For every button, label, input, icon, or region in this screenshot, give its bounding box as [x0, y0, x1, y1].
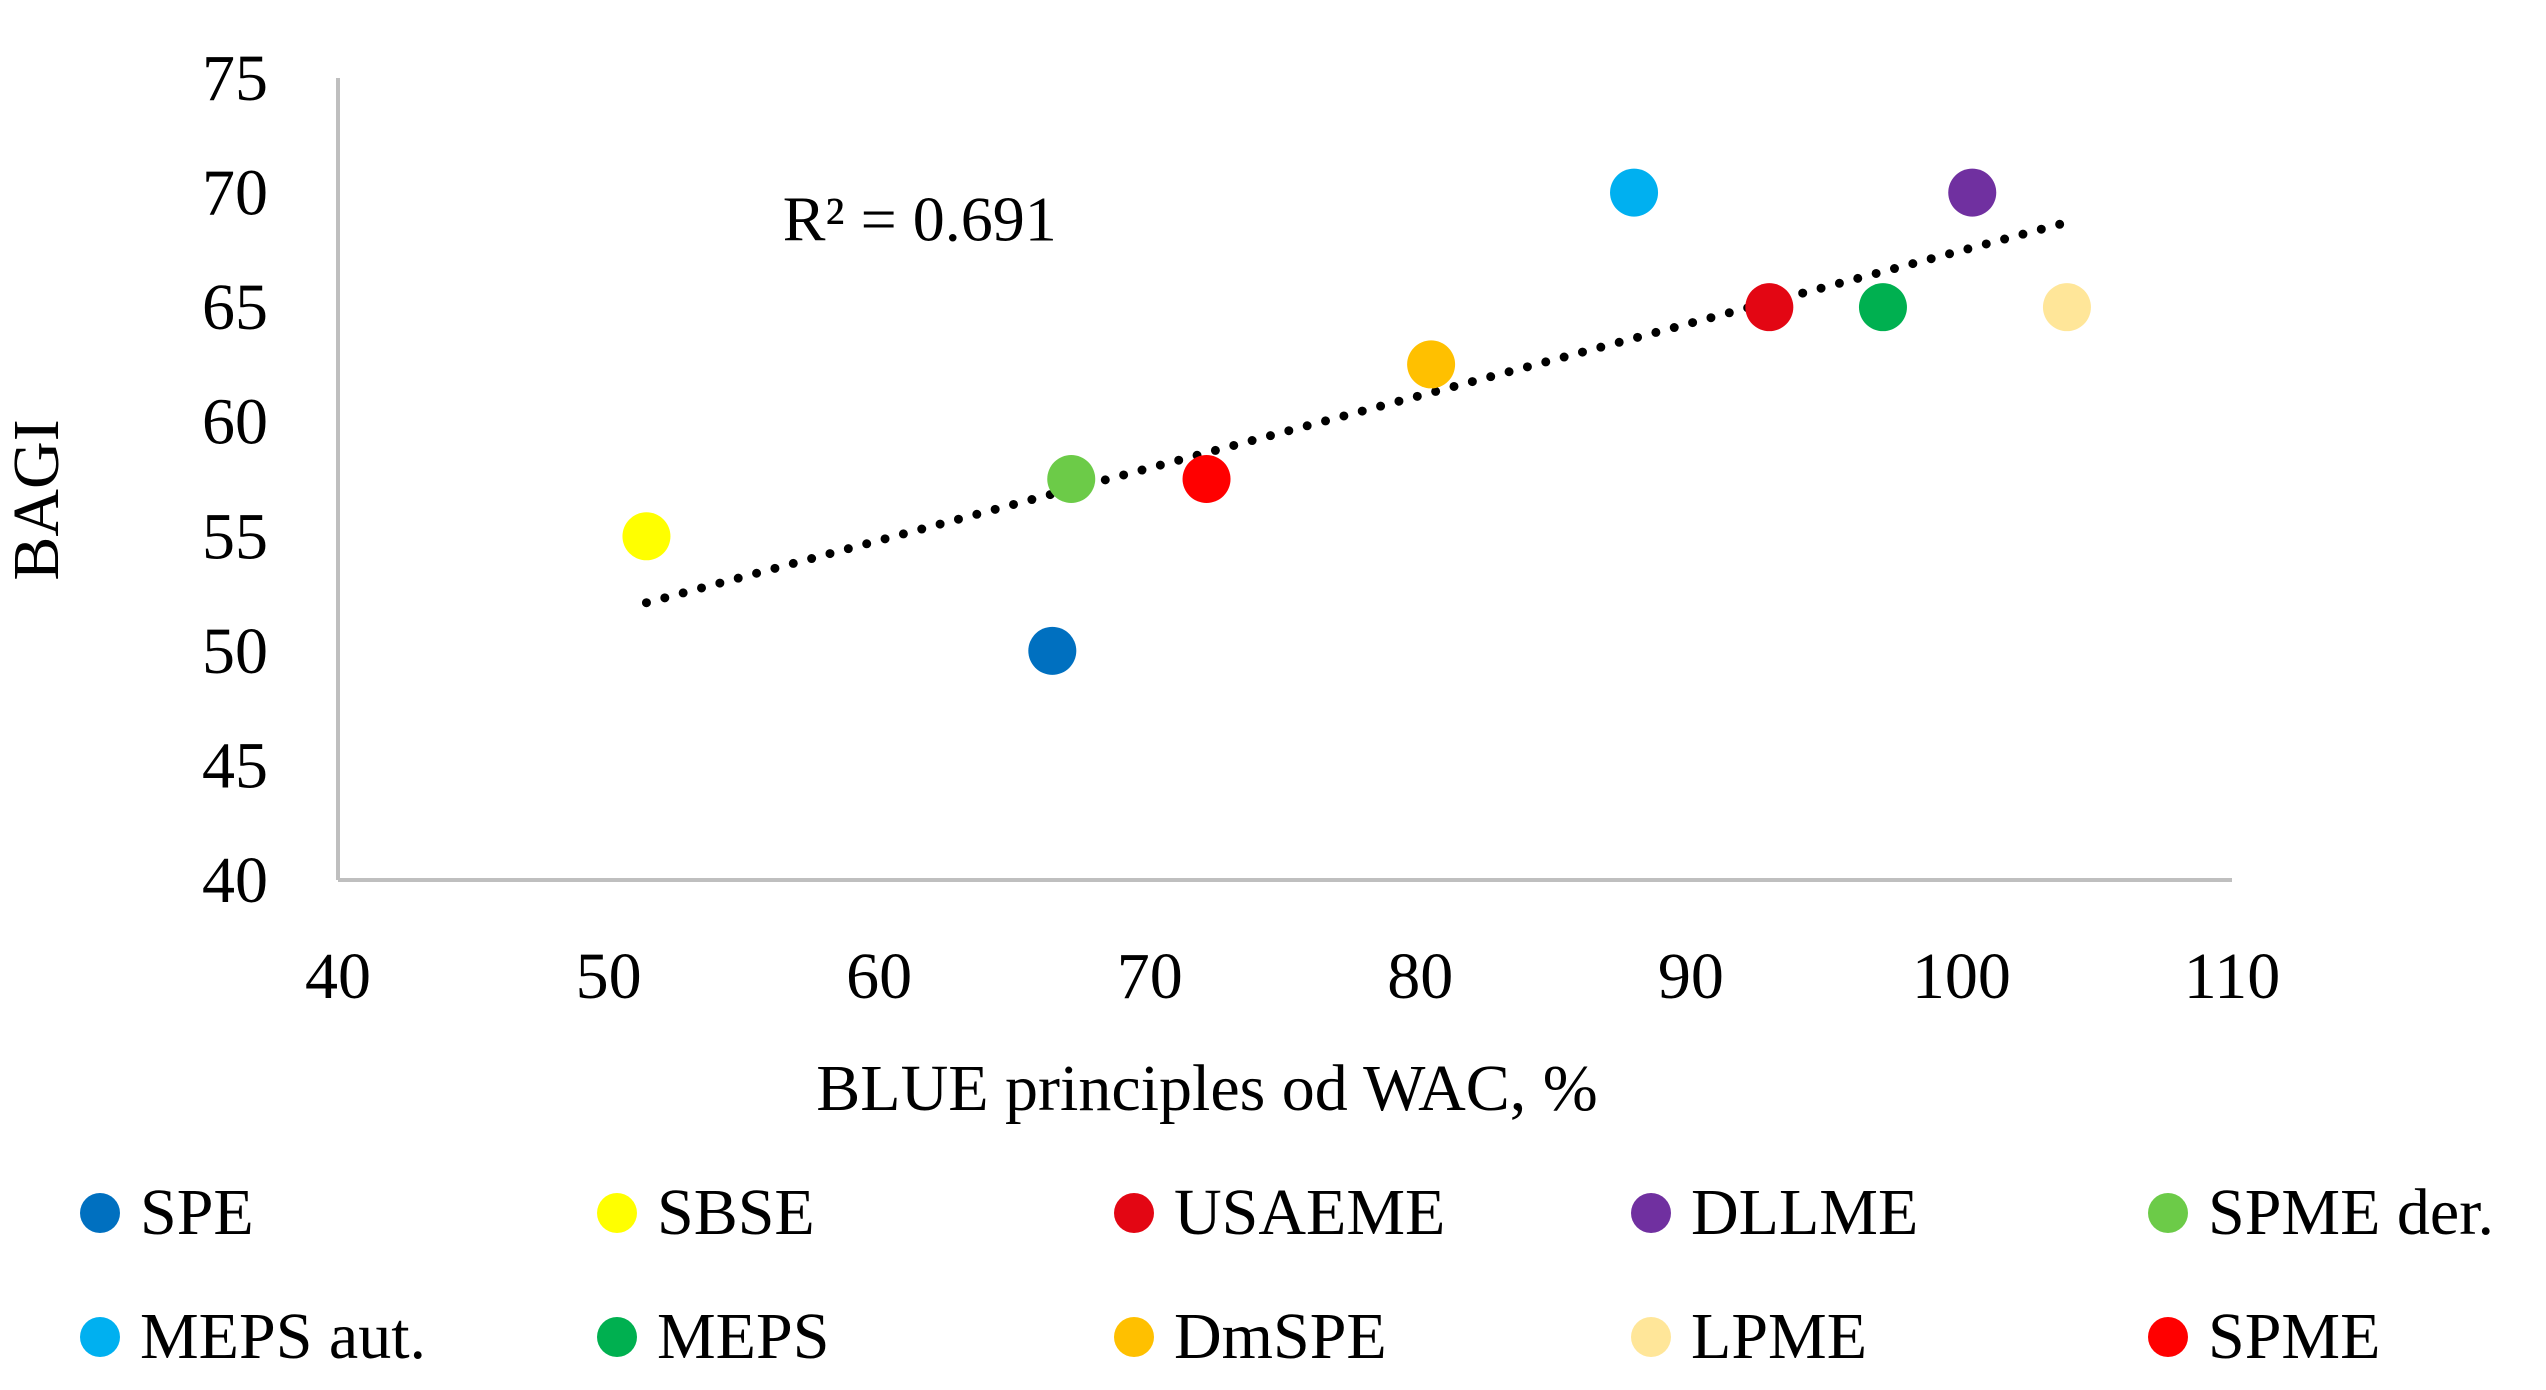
y-tick-label: 75 [202, 42, 268, 115]
x-tick-label: 90 [1658, 940, 1724, 1013]
data-point-spme-der [1047, 455, 1096, 503]
data-point-spe [1028, 626, 1077, 675]
legend-marker [1631, 1317, 1671, 1357]
y-tick-label: 45 [202, 729, 268, 802]
x-tick-label: 40 [305, 940, 371, 1013]
y-tick-label: 55 [202, 500, 268, 573]
x-axis-title: BLUE principles od WAC, % [816, 1052, 1598, 1125]
legend-label: MEPS aut. [140, 1300, 427, 1373]
trendline [641, 217, 2072, 608]
data-point-dllme [1948, 168, 1997, 217]
legend-label: USAEME [1174, 1176, 1446, 1249]
legend-marker [2148, 1317, 2188, 1357]
y-axis-title: BAGI [0, 419, 73, 580]
legend-label: MEPS [657, 1300, 830, 1373]
legend-label: DmSPE [1174, 1300, 1387, 1373]
legend-marker [597, 1317, 637, 1357]
legend-label: SPE [140, 1176, 254, 1249]
legend-marker [1114, 1317, 1154, 1357]
data-point-dmspe [1407, 340, 1456, 389]
legend-marker [80, 1193, 120, 1233]
x-tick-label: 110 [2184, 940, 2281, 1013]
legend-item-sbse: SBSE [597, 1173, 815, 1253]
y-tick-label: 60 [202, 386, 268, 459]
data-point-sbse [622, 512, 671, 561]
legend: SPE SBSE USAEME DLLME SPME der. MEPS aut. MEPS… [80, 1165, 2540, 1385]
data-point-lpme [2042, 283, 2091, 332]
legend-item-meps: MEPS [597, 1297, 829, 1377]
data-points [622, 168, 2091, 675]
axes [336, 78, 2232, 882]
legend-item-spme: SPME [2148, 1297, 2380, 1377]
y-tick-label: 50 [202, 615, 268, 688]
legend-marker [597, 1193, 637, 1233]
legend-item-lpme: LPME [1631, 1297, 1867, 1377]
x-tick-label: 70 [1117, 940, 1183, 1013]
x-tick-label: 50 [576, 940, 642, 1013]
x-tick-label: 60 [846, 940, 912, 1013]
y-tick-label: 40 [202, 844, 268, 917]
legend-marker [80, 1317, 120, 1357]
legend-item-spme-der: SPME der. [2148, 1173, 2494, 1253]
y-tick-label: 70 [202, 157, 268, 230]
legend-marker [1631, 1193, 1671, 1233]
data-point-spme [1182, 455, 1231, 503]
legend-label: LPME [1691, 1300, 1868, 1373]
data-point-meps-aut [1610, 168, 1659, 217]
x-tick-label: 100 [1912, 940, 2011, 1013]
legend-marker [1114, 1193, 1154, 1233]
legend-item-dmspe: DmSPE [1114, 1297, 1387, 1377]
legend-marker [2148, 1193, 2188, 1233]
tick-labels: 40 50 60 70 80 90 100 110 40 45 50 55 60 65 70 75 [202, 42, 2280, 1013]
r-squared-annotation: R² = 0.691 [783, 184, 1057, 255]
legend-label: DLLME [1691, 1176, 1919, 1249]
legend-label: SBSE [657, 1176, 815, 1249]
y-tick-label: 65 [202, 271, 268, 344]
data-point-usaeme [1745, 283, 1794, 332]
x-tick-label: 80 [1387, 940, 1453, 1013]
legend-label: SPME der. [2208, 1176, 2495, 1249]
legend-item-spe: SPE [80, 1173, 254, 1253]
legend-item-usaeme: USAEME [1114, 1173, 1445, 1253]
legend-label: SPME [2208, 1300, 2381, 1373]
legend-item-meps-aut: MEPS aut. [80, 1297, 426, 1377]
legend-item-dllme: DLLME [1631, 1173, 1918, 1253]
data-point-meps [1858, 283, 1907, 332]
